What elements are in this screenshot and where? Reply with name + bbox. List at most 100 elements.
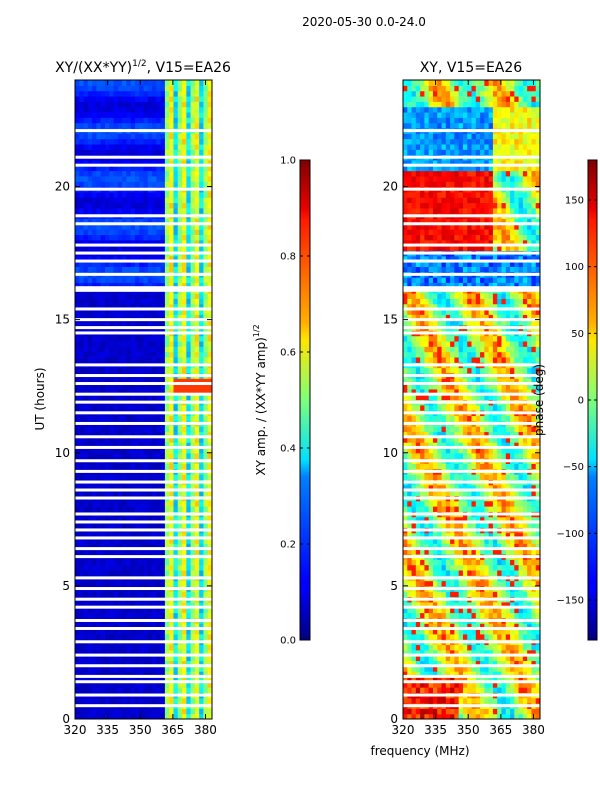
- heatmap-cell: [130, 383, 136, 390]
- heatmap-cell: [160, 319, 166, 326]
- heatmap-cell: [458, 591, 464, 598]
- heatmap-cell: [87, 282, 93, 289]
- heatmap-cell: [126, 548, 132, 555]
- heatmap-cell: [190, 80, 196, 86]
- heatmap-cell: [143, 537, 149, 544]
- heatmap-cell: [160, 133, 166, 140]
- heatmap-cell: [122, 383, 127, 390]
- heatmap-cell: [207, 500, 212, 507]
- heatmap-cell: [484, 697, 490, 704]
- heatmap-cell: [109, 426, 115, 433]
- heatmap-cell: [117, 346, 123, 353]
- heatmap-cell: [207, 564, 212, 571]
- heatmap-cell: [83, 111, 89, 118]
- heatmap-cell: [122, 143, 127, 150]
- heatmap-cell: [109, 623, 115, 630]
- heatmap-cell: [122, 394, 127, 401]
- flagged-gap: [75, 374, 212, 378]
- heatmap-cell: [79, 676, 85, 683]
- heatmap-cell: [139, 564, 145, 571]
- heatmap-cell: [139, 170, 145, 177]
- heatmap-cell: [96, 255, 102, 262]
- heatmap-cell: [100, 101, 106, 108]
- heatmap-cell: [75, 106, 80, 113]
- heatmap-cell: [134, 356, 140, 363]
- heatmap-cell: [117, 442, 123, 449]
- heatmap-cell: [203, 378, 209, 385]
- heatmap-cell: [122, 436, 127, 443]
- heatmap-cell: [113, 601, 119, 608]
- heatmap-cell: [169, 335, 175, 342]
- heatmap-cell: [199, 516, 205, 523]
- heatmap-cell: [79, 223, 85, 230]
- heatmap-cell: [475, 655, 481, 662]
- heatmap-cell: [152, 452, 157, 459]
- heatmap-cell: [169, 266, 175, 273]
- heatmap-cell: [203, 452, 209, 459]
- heatmap-cell: [169, 319, 175, 326]
- heatmap-cell: [156, 671, 162, 677]
- flagged-gap: [75, 400, 212, 404]
- heatmap-cell: [79, 388, 85, 395]
- heatmap-cell: [75, 463, 80, 470]
- heatmap-cell: [164, 665, 170, 672]
- heatmap-cell: [510, 628, 515, 635]
- heatmap-cell: [156, 159, 162, 166]
- heatmap-cell: [169, 378, 175, 385]
- heatmap-cell: [104, 580, 110, 587]
- heatmap-cell: [164, 708, 170, 715]
- heatmap-cell: [190, 543, 196, 550]
- heatmap-cell: [152, 404, 157, 411]
- heatmap-cell: [186, 351, 192, 358]
- heatmap-cell: [92, 452, 98, 459]
- heatmap-cell: [194, 484, 200, 491]
- heatmap-cell: [109, 138, 115, 145]
- heatmap-cell: [156, 623, 162, 630]
- heatmap-cell: [199, 346, 205, 353]
- heatmap-cell: [177, 633, 183, 640]
- heatmap-cell: [518, 623, 524, 630]
- heatmap-cell: [113, 426, 119, 433]
- heatmap-cell: [415, 564, 421, 571]
- heatmap-cell: [83, 207, 89, 214]
- heatmap-cell: [522, 697, 528, 704]
- heatmap-cell: [143, 303, 149, 310]
- heatmap-cell: [203, 442, 209, 449]
- heatmap-cell: [194, 649, 200, 656]
- heatmap-cell: [117, 687, 123, 693]
- heatmap-cell: [432, 607, 438, 614]
- heatmap-cell: [428, 559, 434, 566]
- heatmap-cell: [527, 623, 533, 630]
- heatmap-cell: [203, 463, 209, 470]
- heatmap-cell: [130, 564, 136, 571]
- heatmap-cell: [156, 655, 162, 662]
- heatmap-cell: [182, 234, 187, 241]
- heatmap-cell: [87, 543, 93, 550]
- heatmap-cell: [87, 314, 93, 321]
- heatmap-cell: [87, 559, 93, 566]
- heatmap-cell: [199, 293, 205, 299]
- heatmap-cell: [480, 564, 485, 571]
- heatmap-cell: [109, 442, 115, 449]
- heatmap-cell: [87, 378, 93, 385]
- heatmap-cell: [510, 601, 515, 608]
- heatmap-cell: [156, 591, 162, 598]
- heatmap-cell: [471, 623, 477, 630]
- heatmap-cell: [75, 117, 80, 124]
- heatmap-cell: [164, 159, 170, 166]
- heatmap-cell: [122, 591, 127, 598]
- heatmap-cell: [83, 261, 89, 267]
- heatmap-cell: [207, 90, 212, 97]
- heatmap-cell: [411, 559, 417, 566]
- flagged-gap: [75, 597, 212, 601]
- heatmap-cell: [475, 697, 481, 704]
- heatmap-cell: [424, 607, 430, 614]
- heatmap-cell: [467, 628, 473, 635]
- heatmap-cell: [177, 314, 183, 321]
- heatmap-cell: [104, 95, 110, 102]
- heatmap-cell: [126, 202, 132, 209]
- heatmap-cell: [126, 351, 132, 358]
- heatmap-cell: [113, 255, 119, 262]
- heatmap-cell: [143, 484, 149, 491]
- heatmap-cell: [458, 628, 464, 635]
